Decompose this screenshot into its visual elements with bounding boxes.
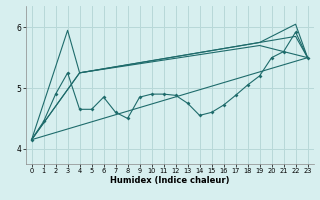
X-axis label: Humidex (Indice chaleur): Humidex (Indice chaleur)	[110, 176, 229, 185]
